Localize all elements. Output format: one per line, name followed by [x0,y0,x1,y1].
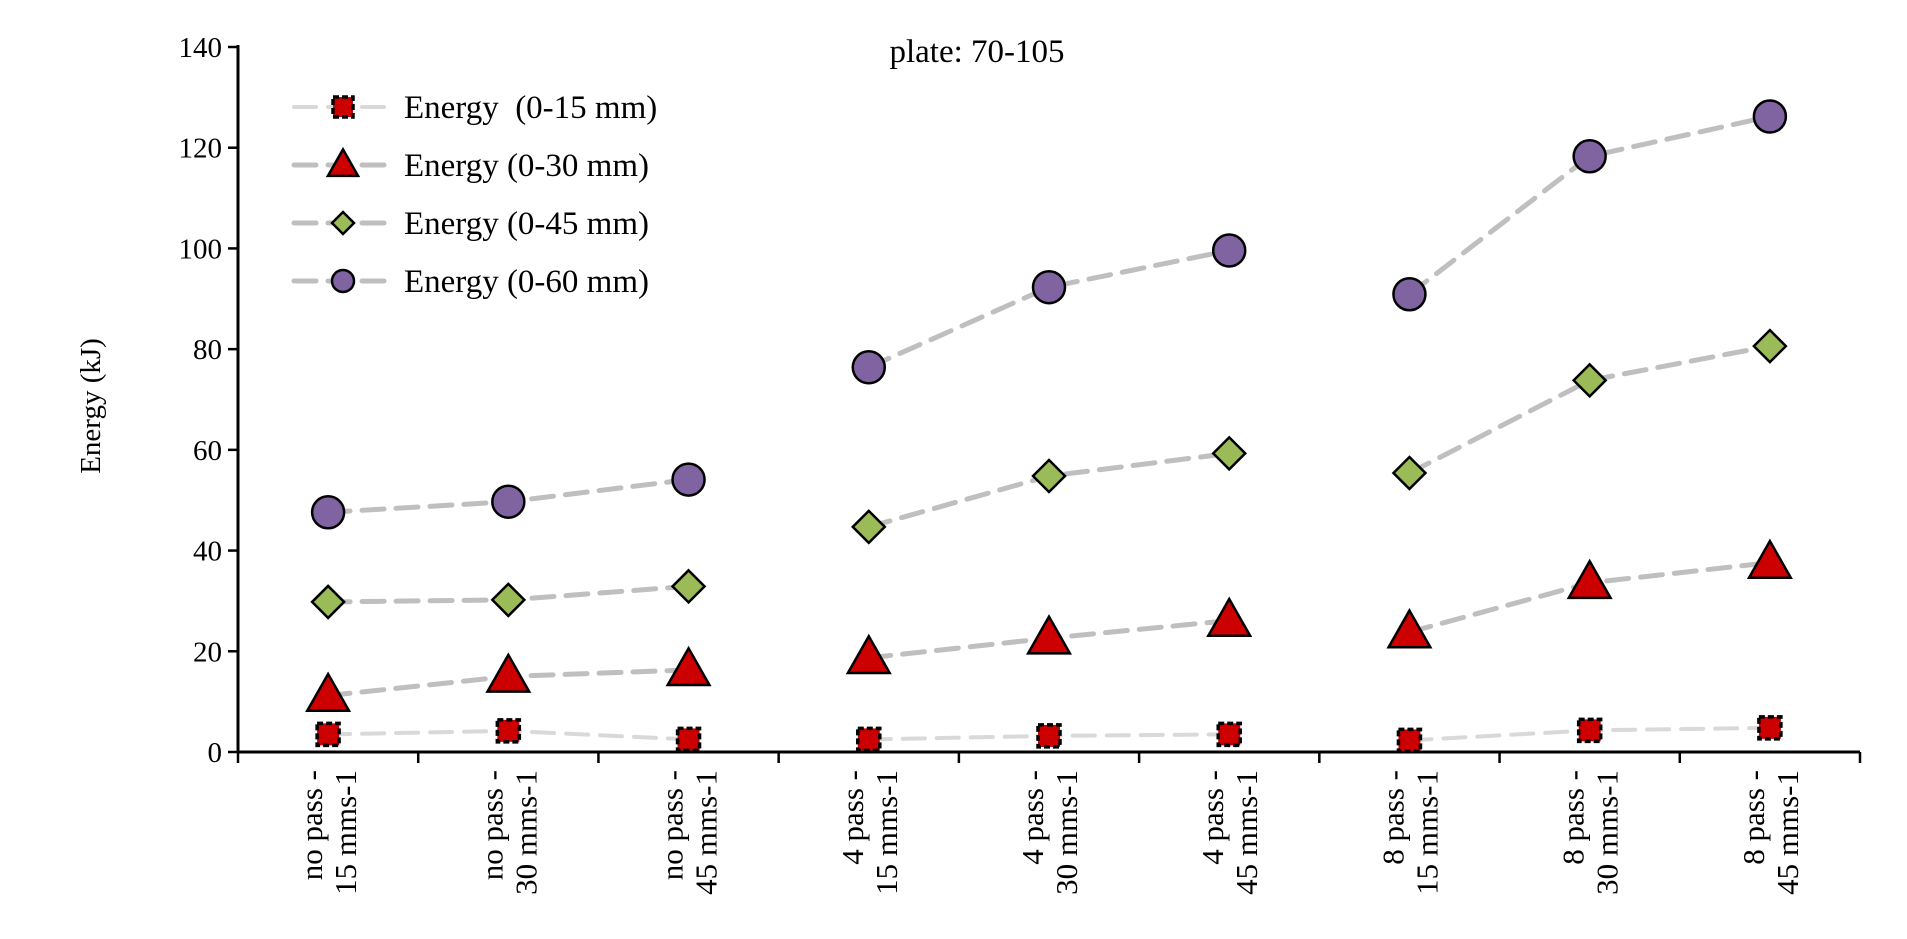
x-category-label: no pass -15 mms-1 [294,770,363,895]
legend: Energy (0-15 mm) Energy (0-30 mm) Energy (… [291,90,657,300]
x-category-label-line: no pass - [474,770,509,880]
data-point [675,726,702,753]
data-point [1386,608,1433,649]
x-category-label: 8 pass -15 mms-1 [1375,770,1444,895]
y-tick-label: 120 [179,133,223,165]
x-category-labels: no pass -15 mms-1 no pass -30 mms-1 no pas… [294,770,1805,895]
data-point [845,633,892,675]
data-point [491,484,526,519]
data-point [1392,277,1427,312]
data-point [1031,458,1067,494]
data-point [490,582,527,618]
legend-label: Energy (0-60 mm) [404,264,649,300]
data-point [856,726,882,753]
data-point [315,721,341,748]
data-point [1572,139,1607,174]
x-category-label-line: 30 mms-1 [508,770,543,895]
data-point [310,584,346,620]
y-tick-label: 100 [179,233,223,265]
x-category-label-line: 45 mms-1 [1770,770,1805,895]
data-point [670,568,707,605]
y-tick-label: 140 [179,32,223,64]
x-category-label-line: 45 mms-1 [689,770,724,895]
x-category-label-line: 45 mms-1 [1229,770,1264,895]
axes [236,45,1862,763]
legend-marker [330,268,356,294]
x-category-label: 8 pass -30 mms-1 [1556,770,1625,895]
data-point [1391,455,1428,491]
data-point [1752,328,1788,364]
data-point [1752,99,1788,134]
x-category-label-line: 8 pass - [1375,770,1410,865]
legend-marker [325,146,361,178]
legend-label: Energy (0-15 mm) [404,90,657,126]
x-category-label-line: 4 pass - [1195,770,1230,865]
y-tick-label: 60 [193,435,222,467]
legend-label: Energy (0-45 mm) [404,206,649,242]
legend-marker [330,210,356,236]
series-markers [305,99,1793,754]
y-axis-label: Energy (kJ) [75,338,107,474]
x-category-label-line: 15 mms-1 [328,770,363,895]
data-point [851,350,887,385]
data-point [1036,723,1062,749]
y-tick-label: 0 [208,737,223,769]
x-category-label: no pass -45 mms-1 [655,770,724,895]
data-point [671,462,706,497]
data-point [1211,233,1247,268]
series-line [866,247,1232,370]
x-category-label-line: 4 pass - [835,770,870,865]
x-category-label-line: no pass - [294,770,329,880]
x-category-label: 4 pass -30 mms-1 [1015,770,1084,895]
y-tick-label: 80 [193,334,222,366]
data-point [1757,715,1783,741]
x-category-label: 4 pass -45 mms-1 [1195,770,1264,895]
data-point [495,718,522,744]
data-point [1031,269,1067,305]
x-category-label: 4 pass -15 mms-1 [835,770,904,895]
x-category-label-line: 8 pass - [1736,770,1771,865]
y-tick-label: 20 [193,636,222,668]
x-category-label-line: 30 mms-1 [1049,770,1084,895]
data-point [851,509,887,545]
x-category-label-line: 4 pass - [1015,770,1050,865]
data-point [1746,538,1793,580]
x-category-label-line: 15 mms-1 [1409,770,1444,895]
data-point [485,652,532,693]
data-point [665,645,712,687]
x-category-label-line: 8 pass - [1556,770,1591,865]
y-ticks: 0 20 40 60 80 100 120 140 [179,32,238,769]
data-point [305,671,352,712]
x-category-label-line: 15 mms-1 [869,770,904,895]
data-point [1566,558,1613,600]
data-point [1211,435,1247,472]
x-category-label-line: no pass - [655,770,690,880]
data-point [310,495,346,530]
data-point [1396,727,1423,754]
x-category-label: 8 pass -45 mms-1 [1736,770,1805,895]
data-point [1576,717,1603,744]
x-category-label-line: 30 mms-1 [1590,770,1625,895]
data-point [1571,362,1608,399]
legend-marker [331,95,355,119]
data-point [1025,614,1073,655]
y-tick-label: 40 [193,536,222,568]
chart-title: plate: 70-105 [889,34,1064,70]
data-point [1216,721,1242,748]
data-point [1206,596,1253,637]
x-category-label: no pass -30 mms-1 [474,770,543,895]
legend-label: Energy (0-30 mm) [404,148,649,184]
